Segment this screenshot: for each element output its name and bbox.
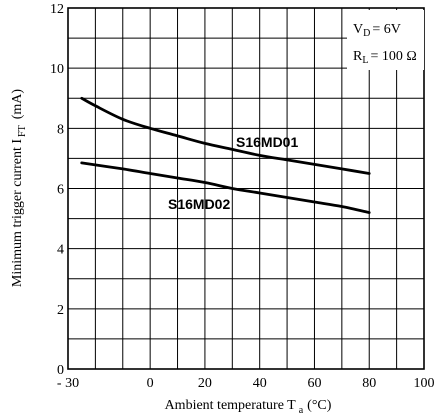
x-tick-label: - 30	[57, 376, 79, 391]
series-line-s16md02	[80, 161, 371, 214]
x-tick-label: 40	[253, 376, 267, 391]
y-tick-label: 10	[50, 62, 64, 77]
series-label-s16md01: S16MD01	[236, 134, 298, 150]
x-tick-label: 100	[414, 376, 435, 391]
y-tick-label: 12	[50, 2, 64, 17]
y-tick-labels: 0 2 4 6 8 10 12	[50, 2, 64, 378]
y-axis-label: Minimum trigger current IFT(mA)	[10, 89, 28, 287]
y-tick-label: 0	[57, 363, 64, 378]
y-tick-label: 4	[57, 243, 64, 258]
x-tick-label: 20	[198, 376, 212, 391]
x-tick-label: 80	[362, 376, 376, 391]
x-tick-label: 0	[147, 376, 154, 391]
y-tick-label: 6	[57, 183, 64, 198]
series-line-s16md01	[80, 96, 371, 175]
conditions-box: VD = 6V RL = 100 Ω	[347, 10, 424, 70]
series-label-s16md02: S16MD02	[168, 196, 230, 212]
y-tick-label: 8	[57, 122, 64, 137]
series-curves	[80, 96, 371, 214]
x-tick-label: 60	[307, 376, 321, 391]
plot-frame	[67, 7, 425, 370]
condition-rl: RL = 100 Ω	[353, 49, 417, 66]
x-tick-labels: - 30 0 20 40 60 80 100	[57, 376, 435, 391]
y-tick-label: 2	[57, 303, 64, 318]
condition-vd: VD = 6V	[353, 22, 401, 39]
